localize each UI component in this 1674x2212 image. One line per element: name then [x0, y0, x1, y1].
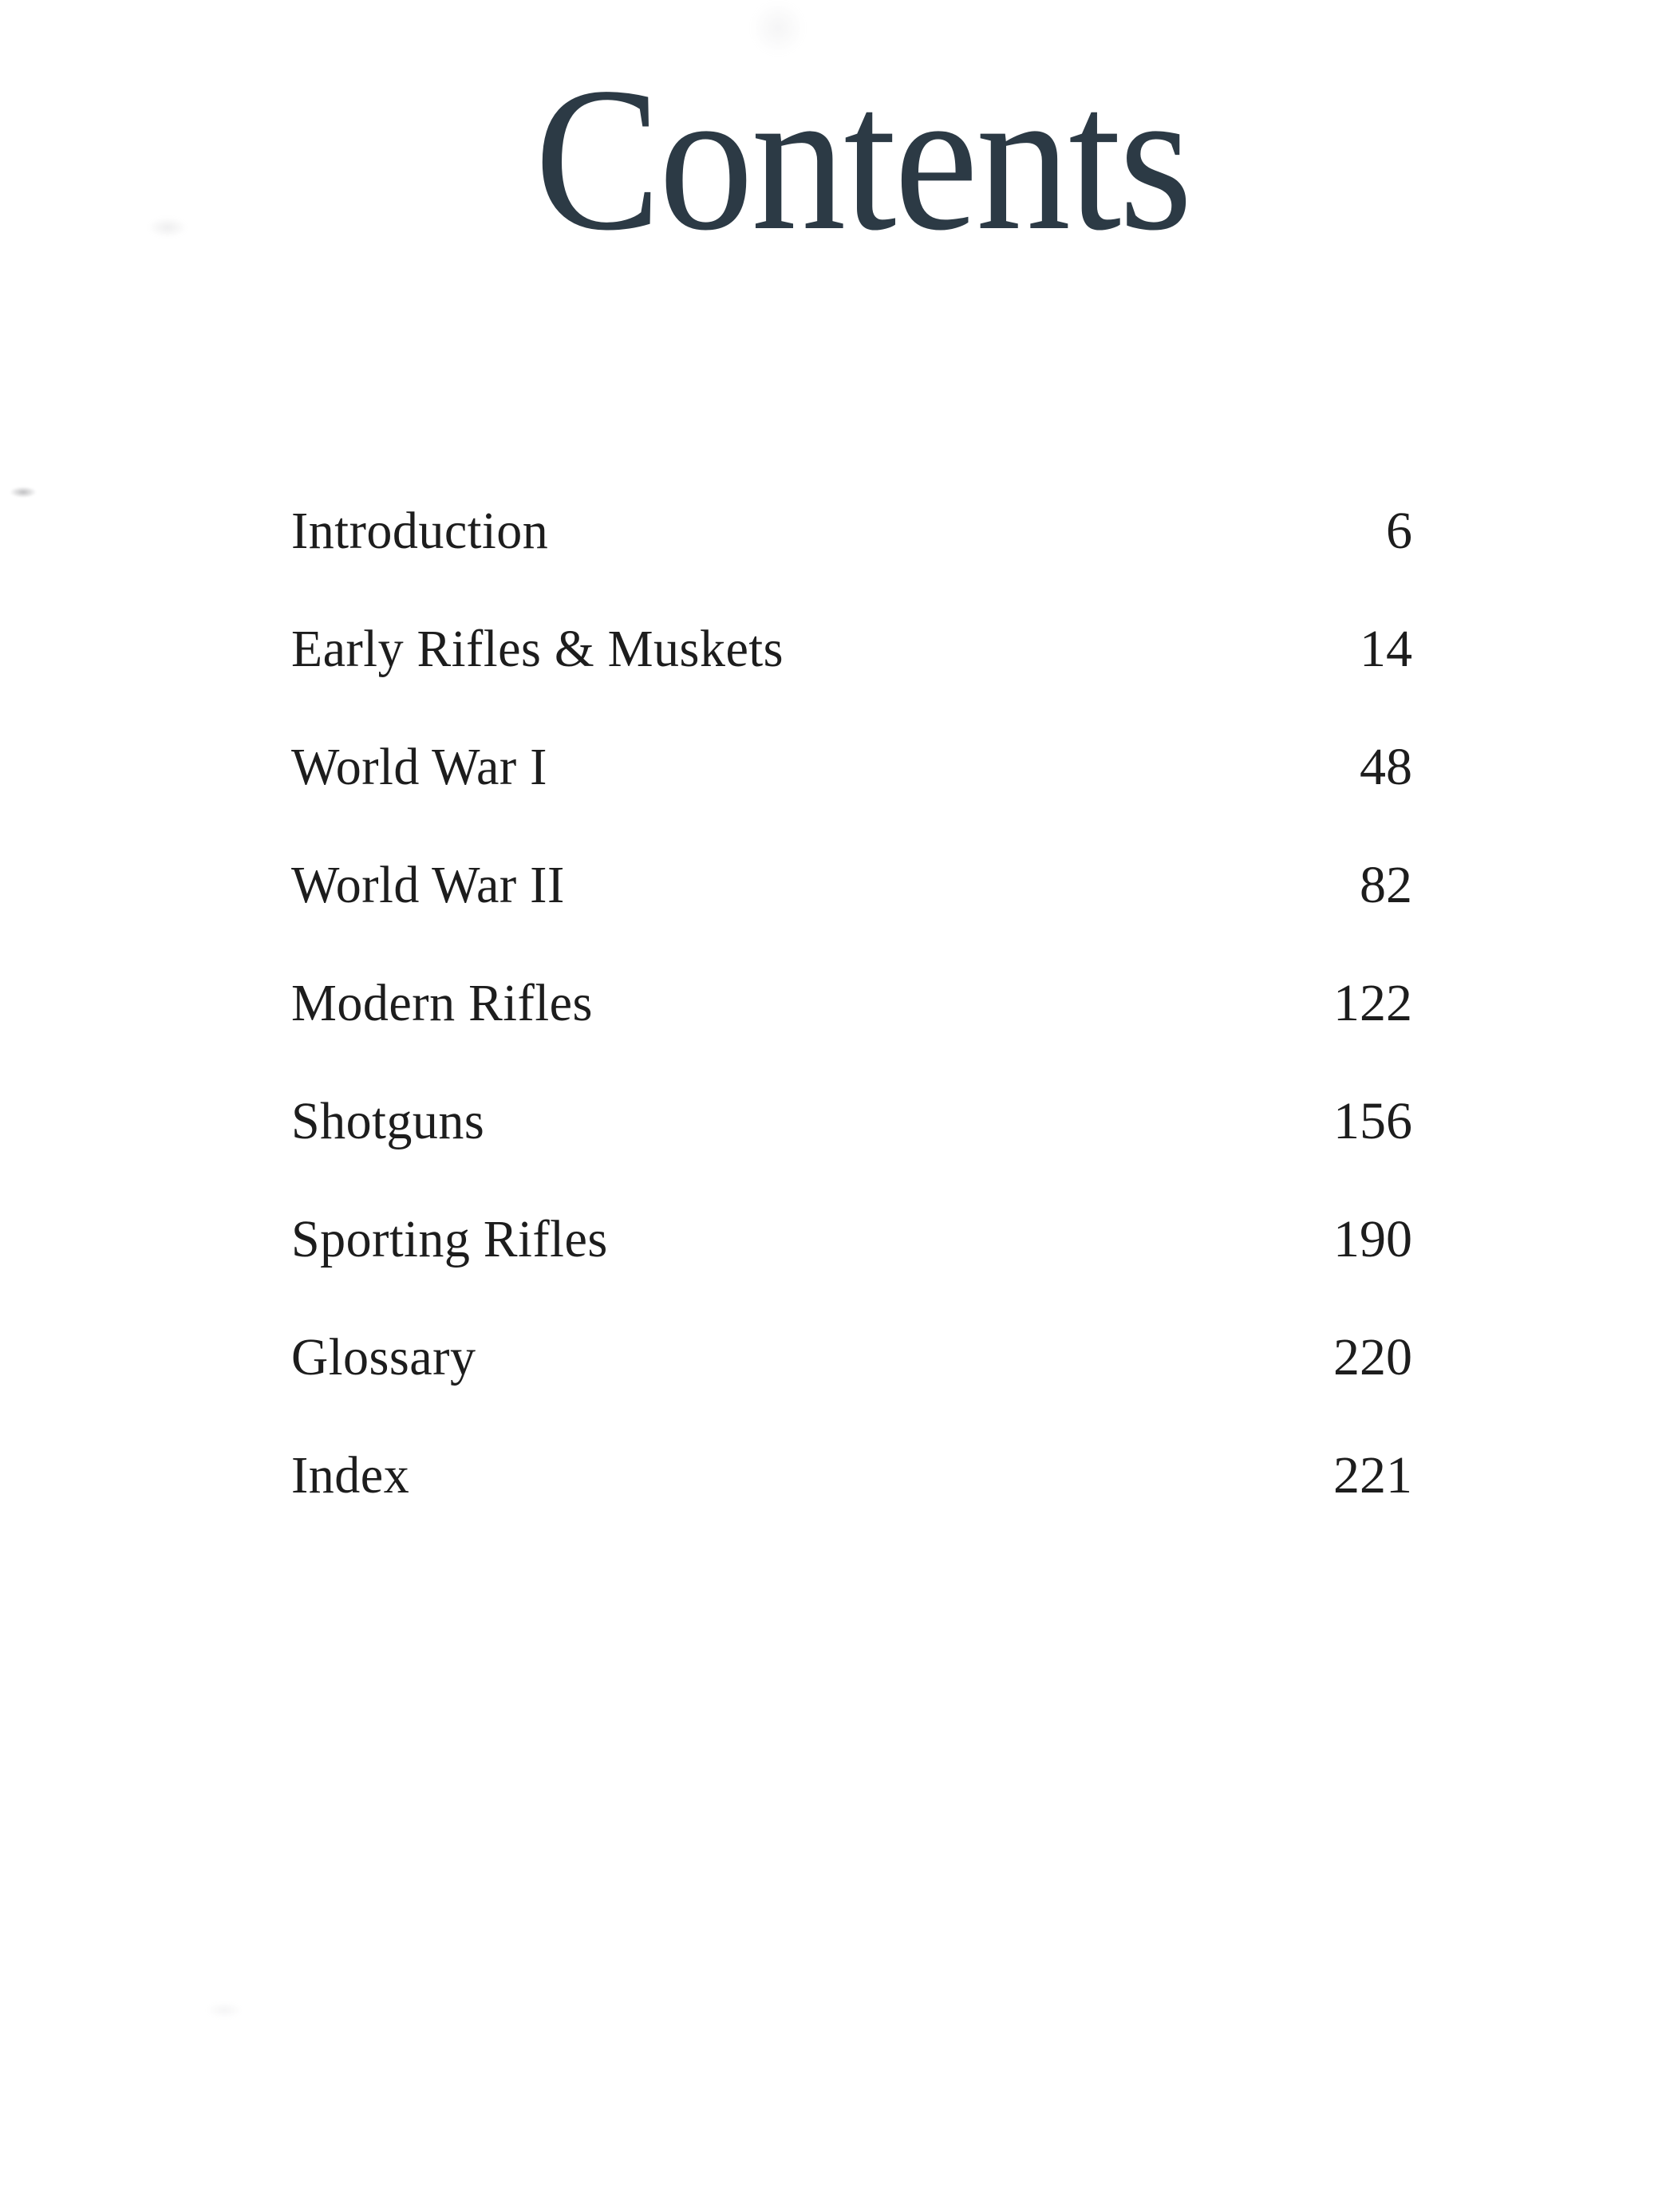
toc-entry-label: Index: [291, 1446, 410, 1504]
toc-entry-page-number: 14: [1360, 620, 1412, 678]
toc-row: Early Rifles & Muskets 14: [291, 590, 1412, 708]
toc-entry-label: Glossary: [291, 1328, 476, 1386]
toc-row: Introduction 6: [291, 472, 1412, 590]
toc-entry-page-number: 82: [1360, 856, 1412, 914]
toc-entry-label: Introduction: [291, 502, 549, 560]
toc-entry-page-number: 190: [1333, 1210, 1412, 1268]
toc-entry-label: Shotguns: [291, 1092, 485, 1150]
toc-row: Glossary 220: [291, 1299, 1412, 1417]
toc-row: Index 221: [291, 1417, 1412, 1535]
toc-entry-page-number: 221: [1333, 1446, 1412, 1504]
toc-entry-page-number: 48: [1360, 738, 1412, 796]
toc-entry-page-number: 156: [1333, 1092, 1412, 1150]
page-title: Contents: [535, 45, 1193, 273]
toc-entry-page-number: 220: [1333, 1328, 1412, 1386]
toc-entry-page-number: 6: [1386, 502, 1412, 560]
toc-row: Sporting Rifles 190: [291, 1181, 1412, 1299]
toc-entry-label: World War I: [291, 738, 547, 796]
toc-entry-label: Early Rifles & Muskets: [291, 620, 784, 678]
scan-smudge: [10, 487, 37, 498]
toc-row: Shotguns 156: [291, 1063, 1412, 1181]
table-of-contents: Introduction 6 Early Rifles & Muskets 14…: [291, 472, 1412, 1535]
scan-smudge: [206, 2002, 243, 2018]
toc-row: World War I 48: [291, 708, 1412, 826]
toc-entry-label: Modern Rifles: [291, 974, 593, 1032]
toc-row: World War II 82: [291, 826, 1412, 944]
toc-entry-label: World War II: [291, 856, 565, 914]
toc-entry-label: Sporting Rifles: [291, 1210, 608, 1268]
toc-row: Modern Rifles 122: [291, 944, 1412, 1063]
toc-entry-page-number: 122: [1333, 974, 1412, 1032]
